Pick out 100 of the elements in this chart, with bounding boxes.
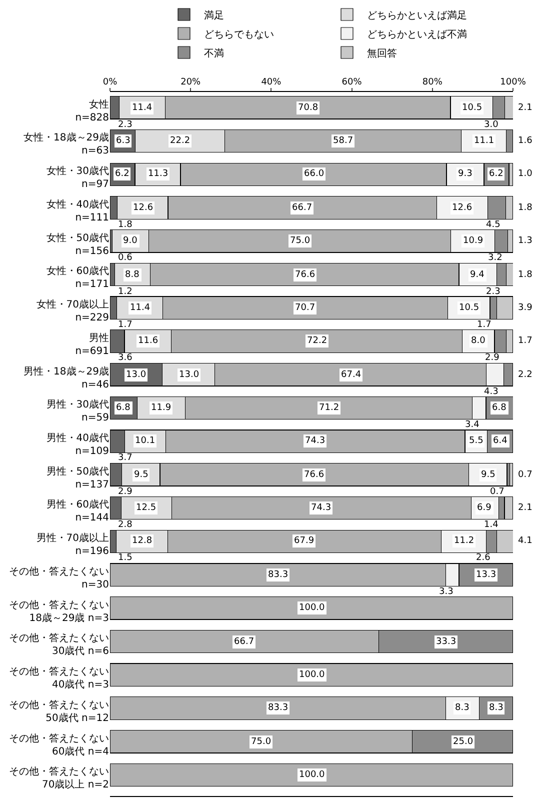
bar [110,596,513,620]
data-label: 3.7 [118,453,132,463]
data-label: 66.7 [292,203,312,213]
data-label: 8.0 [471,336,486,346]
data-label: 1.5 [118,553,132,563]
data-label: 2.9 [118,487,133,497]
data-label: 12.5 [136,503,156,513]
data-label: 8.8 [125,270,140,280]
data-label: 11.4 [132,103,152,113]
data-label: 75.0 [290,236,310,246]
y-tick-label: その他・答えたくない 30歳代 n=6 [9,632,109,658]
y-tick-label: 男性・40歳代 n=109 [46,432,109,457]
data-label: 11.4 [130,303,150,313]
data-label: 1.7 [118,320,132,330]
data-label: 11.9 [151,403,172,413]
data-label: 76.6 [295,270,316,280]
data-label: 2.3 [486,287,500,297]
data-label: 11.3 [148,169,168,179]
data-label: 2.6 [476,553,491,563]
legend-label: どちらでもない [204,29,274,40]
data-label: 12.6 [452,203,472,213]
data-label: 1.0 [518,169,533,179]
y-tick-label: その他・答えたくない 70歳以上 n=2 [9,766,109,791]
data-label: 1.4 [484,520,499,530]
data-label: 6.2 [115,169,130,179]
y-tick-label: 男性・70歳以上 n=196 [36,532,109,558]
legend-label: 満足 [204,9,224,22]
y-tick-label: 男性・50歳代 n=137 [46,465,109,490]
data-label: 9.3 [458,169,472,179]
data-label: 1.8 [518,203,533,213]
data-label: 71.2 [319,403,340,413]
y-tick-label: 女性・40歳代 n=111 [46,198,109,224]
x-tick-label: 80% [422,77,443,88]
data-label: 12.8 [132,536,152,546]
x-tick-label: 40% [261,77,282,88]
data-label: 100.0 [299,670,326,680]
data-label: 1.8 [118,220,133,230]
data-label: 3.9 [518,303,533,313]
data-label: 0.7 [490,487,504,497]
data-label: 76.6 [304,470,324,480]
data-label: 1.2 [118,287,132,297]
y-tick-label: 女性・60歳代 n=171 [46,265,109,290]
data-label: 9.5 [481,470,496,480]
data-label: 67.9 [294,536,314,546]
data-label: 13.0 [126,370,146,380]
data-label: 10.9 [463,236,484,246]
y-tick-label: 女性・50歳代 n=156 [46,232,109,257]
data-label: 8.3 [489,703,504,713]
data-label: 11.2 [454,536,474,546]
data-label: 4.5 [486,220,500,230]
data-label: 74.3 [305,436,326,446]
y-tick-label: 男性・30歳代 n=59 [46,398,109,424]
bar [110,763,513,787]
data-label: 2.1 [518,503,532,513]
data-label: 2.9 [485,353,500,363]
data-label: 6.2 [489,169,504,179]
data-label: 5.5 [469,436,484,446]
y-tick-label: 女性・70歳以上 n=229 [36,298,109,324]
data-label: 70.8 [298,103,318,113]
data-label: 66.7 [234,637,254,647]
data-label: 2.8 [118,520,133,530]
y-tick-label: その他・答えたくない n=30 [9,565,109,590]
data-label: 1.6 [518,136,533,146]
data-label: 83.3 [268,703,288,713]
y-tick-label: その他・答えたくない 60歳代 n=4 [9,732,109,758]
data-label: 1.7 [518,336,532,346]
data-label: 1.7 [477,320,492,330]
data-label: 3.3 [439,587,454,597]
data-label: 9.0 [123,236,138,246]
data-label: 66.0 [304,169,324,179]
y-tick-label: 女性・30歳代 n=97 [46,165,109,190]
y-tick-label: 女性 n=828 [75,98,109,124]
data-label: 13.3 [476,570,496,580]
data-label: 6.4 [493,436,508,446]
data-label: 83.3 [268,570,288,580]
data-label: 3.6 [118,353,133,363]
y-tick-label: 男性 n=691 [75,332,109,357]
data-label: 2.1 [518,103,532,113]
data-label: 8.3 [455,703,470,713]
data-label: 2.3 [118,120,132,130]
data-label: 6.3 [116,136,130,146]
legend-label: どちらかといえば不満 [367,28,467,40]
data-label: 13.0 [179,370,200,380]
data-label: 0.7 [518,470,532,480]
data-label: 6.8 [492,403,507,413]
data-label: 12.6 [133,203,154,213]
data-label: 6.9 [477,503,492,513]
x-tick-label: 20% [180,77,202,88]
data-label: 6.8 [116,403,131,413]
data-label: 0.6 [118,253,133,263]
data-label: 10.5 [459,303,480,313]
data-label: 3.0 [484,120,499,130]
data-label: 22.2 [170,136,190,146]
data-label: 10.1 [135,436,156,446]
legend-label: 不満 [204,47,224,60]
data-label: 33.3 [436,637,456,647]
data-label: 10.5 [462,103,482,113]
data-label: 4.1 [518,536,532,546]
y-tick-label: その他・答えたくない 18歳～29歳 n=3 [9,598,109,624]
data-label: 3.2 [488,253,502,263]
